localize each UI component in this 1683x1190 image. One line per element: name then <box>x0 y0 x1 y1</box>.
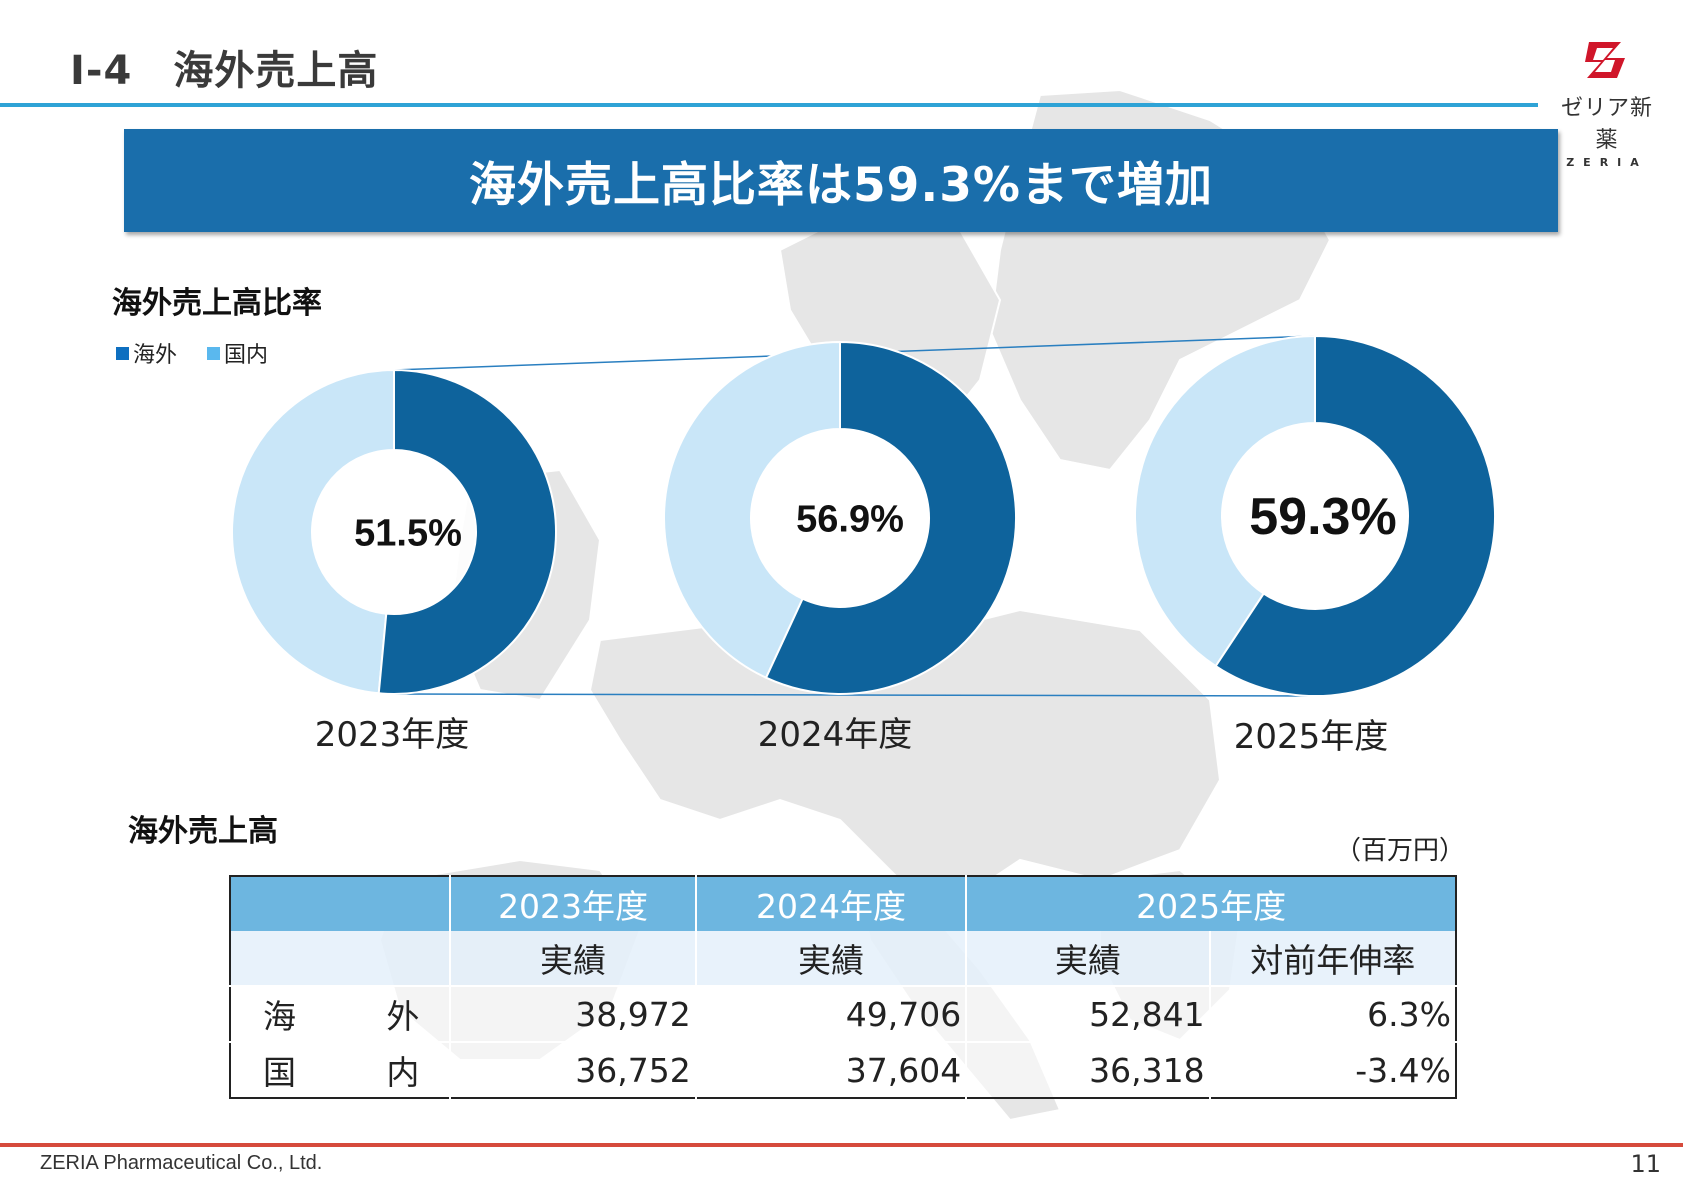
donut-value-label: 59.3% <box>1249 488 1396 546</box>
donut-value-label: 56.9% <box>796 498 904 540</box>
subheader-actual-2024: 実績 <box>695 931 968 986</box>
row-label-a: 国 <box>263 1053 296 1092</box>
row-label-b: 内 <box>386 1053 420 1092</box>
page-title: I-4 海外売上高 <box>70 48 379 94</box>
footer-company: ZERIA Pharmaceutical Co., Ltd. <box>40 1152 323 1174</box>
row-label: 海 外 <box>230 985 452 1042</box>
legend-item-overseas: 海外 <box>116 337 177 369</box>
subheader-growth: 対前年伸率 <box>1209 931 1456 986</box>
row-label-b: 外 <box>386 997 420 1036</box>
row-label: 国 内 <box>230 1041 452 1098</box>
title-underline <box>0 103 1538 107</box>
donut-center <box>751 429 929 607</box>
logo-subtext: ZERIA <box>1566 156 1648 169</box>
headline-banner: 海外売上高比率は59.3%まで増加 <box>124 129 1558 232</box>
donut-charts: 51.5% 2023年度 56.9% 2024年度 59.3% 2025年度 <box>231 334 1496 757</box>
header-2025: 2025年度 <box>966 876 1456 931</box>
cell-value: 36,752 <box>450 1041 697 1098</box>
unit-label: （百万円） <box>1335 836 1466 866</box>
subheader-actual-2023: 実績 <box>450 931 697 986</box>
cell-value: -3.4% <box>1209 1041 1456 1098</box>
legend-item-domestic: 国内 <box>207 337 268 369</box>
legend-swatch-domestic <box>207 346 221 360</box>
legend-label-overseas: 海外 <box>133 343 178 368</box>
cell-value: 49,706 <box>695 985 968 1042</box>
footer-rule <box>0 1143 1683 1147</box>
header-blank <box>230 876 452 931</box>
headline-text: 海外売上高比率は59.3%まで増加 <box>468 158 1214 213</box>
cell-value: 38,972 <box>450 985 697 1042</box>
connector-line-bottom <box>393 693 1316 697</box>
legend-swatch-overseas <box>116 346 129 360</box>
ratio-heading: 海外売上高比率 <box>112 286 322 321</box>
header-2023: 2023年度 <box>450 876 697 931</box>
sales-table: 2023年度 2024年度 2025年度 実績 実績 実績 対前年伸率 海 外 … <box>229 875 1457 1099</box>
cell-value: 52,841 <box>966 985 1211 1042</box>
table-subheader-row: 実績 実績 実績 対前年伸率 <box>230 931 1456 986</box>
donut-year-label: 2023年度 <box>315 715 470 755</box>
donut-value-label: 51.5% <box>354 512 462 554</box>
row-label-a: 海 <box>263 997 296 1036</box>
table-row-domestic: 国 内 36,752 37,604 36,318 -3.4% <box>230 1041 1456 1098</box>
cell-value: 36,318 <box>966 1041 1211 1098</box>
zeria-logo-icon <box>1585 42 1625 78</box>
legend-label-domestic: 国内 <box>224 343 269 368</box>
header-2024: 2024年度 <box>695 876 968 931</box>
sales-heading: 海外売上高 <box>128 814 278 849</box>
table-header-row: 2023年度 2024年度 2025年度 <box>230 876 1456 931</box>
donut-year-label: 2024年度 <box>758 715 913 755</box>
subheader-actual-2025: 実績 <box>966 931 1211 986</box>
chart-legend: 海外 国内 <box>116 337 268 369</box>
donut-year-label: 2025年度 <box>1234 717 1389 757</box>
logo-brand-name: ゼリア新薬 <box>1560 96 1653 153</box>
page-number: 11 <box>1630 1150 1661 1178</box>
table-row-overseas: 海 外 38,972 49,706 52,841 6.3% <box>230 985 1456 1042</box>
subheader-blank <box>230 931 452 986</box>
cell-value: 37,604 <box>695 1041 968 1098</box>
donut-center <box>312 450 476 614</box>
cell-value: 6.3% <box>1209 985 1456 1042</box>
company-logo: ゼリア新薬 ZERIA <box>1552 34 1662 169</box>
donut-center <box>1222 423 1408 609</box>
